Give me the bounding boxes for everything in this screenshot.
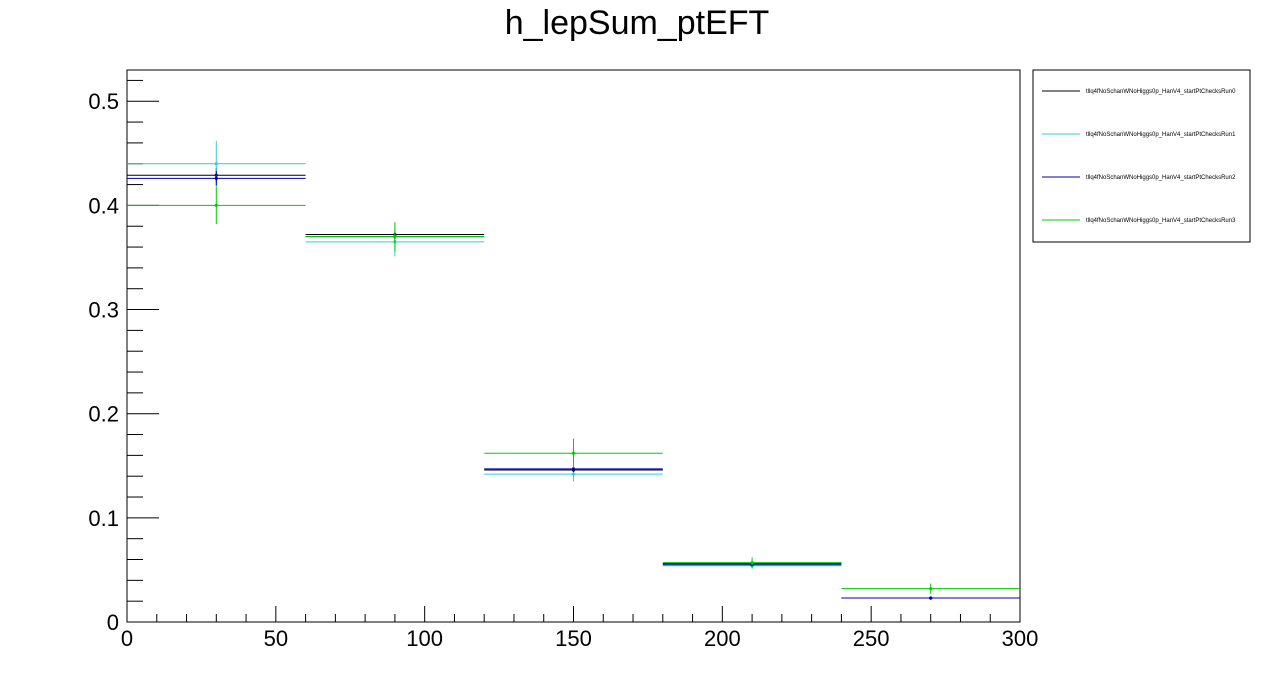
y-tick-label: 0.4 (88, 193, 119, 218)
x-tick-label: 250 (853, 626, 890, 651)
x-tick-label: 0 (121, 626, 133, 651)
x-tick-label: 50 (264, 626, 288, 651)
data-point (571, 467, 576, 471)
x-tick-label: 100 (406, 626, 443, 651)
legend-label: tllq4fNoSchanWNoHiggs0p_HanV4_startPtChe… (1086, 218, 1236, 224)
series-1 (127, 140, 1020, 601)
y-tick-label: 0 (107, 610, 119, 635)
data-point (393, 235, 397, 239)
data-point (929, 587, 933, 591)
y-tick-label: 0.3 (88, 298, 119, 323)
series-2 (127, 171, 1020, 600)
data-marks (127, 140, 1020, 601)
y-tick-label: 0.1 (88, 506, 119, 531)
data-point (214, 176, 218, 180)
x-tick-label: 200 (704, 626, 741, 651)
series-3 (127, 186, 1020, 594)
y-tick-label: 0.5 (88, 89, 119, 114)
data-point (571, 451, 576, 455)
series-0 (127, 167, 1020, 600)
legend-box (1032, 69, 1251, 243)
data-point (214, 203, 218, 207)
plot-frame (126, 69, 1021, 623)
legend-label: tllq4fNoSchanWNoHiggs0p_HanV4_startPtChe… (1086, 132, 1236, 138)
data-point (214, 162, 218, 166)
legend: tllq4fNoSchanWNoHiggs0p_HanV4_startPtChe… (1032, 69, 1251, 243)
axes: 0 50 100 150 200 250 300 0 0.1 0.2 0.3 0.4 0.5 (88, 79, 1039, 651)
data-point (929, 596, 933, 600)
data-point (750, 561, 754, 565)
legend-label: tllq4fNoSchanWNoHiggs0p_HanV4_startPtChe… (1086, 175, 1236, 181)
chart-title: h_lepSum_ptEFT (505, 4, 770, 42)
y-tick-label: 0.2 (88, 402, 119, 427)
data-point (571, 472, 576, 476)
x-tick-label: 300 (1002, 626, 1039, 651)
x-tick-label: 150 (555, 626, 592, 651)
legend-label: tllq4fNoSchanWNoHiggs0p_HanV4_startPtChe… (1086, 89, 1236, 95)
